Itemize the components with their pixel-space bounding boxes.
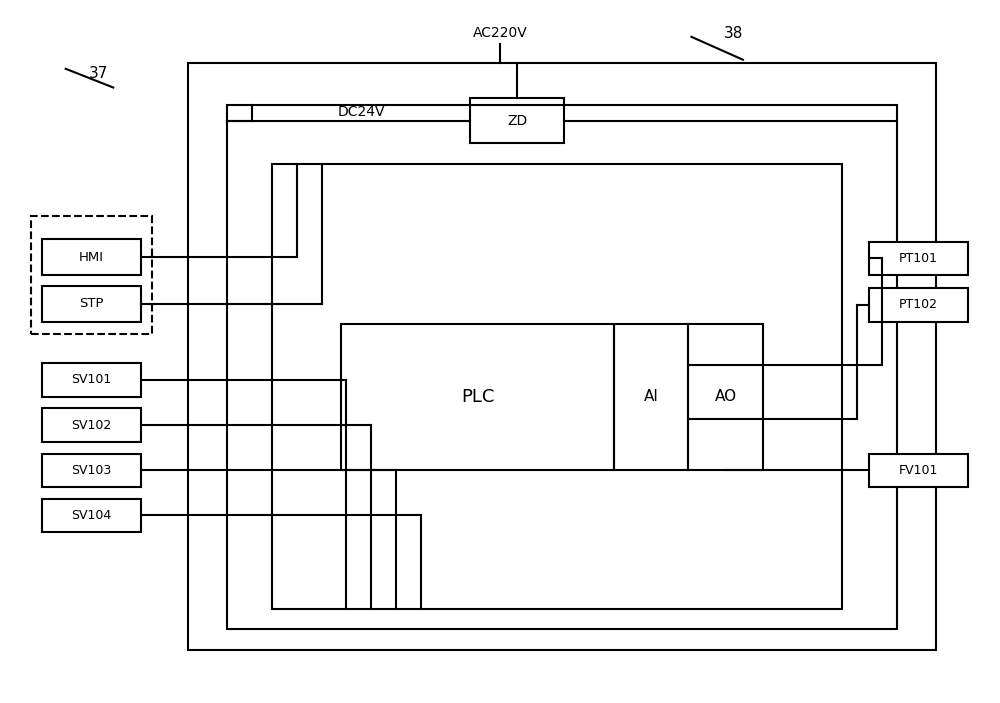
Text: AC220V: AC220V: [473, 26, 527, 40]
FancyBboxPatch shape: [869, 453, 968, 487]
Text: DC24V: DC24V: [337, 105, 385, 119]
FancyBboxPatch shape: [42, 498, 141, 532]
Text: HMI: HMI: [79, 250, 104, 264]
Text: SV102: SV102: [71, 418, 112, 432]
Text: PT101: PT101: [899, 252, 938, 265]
Text: AO: AO: [715, 389, 737, 404]
Text: 37: 37: [89, 66, 108, 81]
Text: ZD: ZD: [507, 113, 527, 127]
Text: PT102: PT102: [899, 299, 938, 311]
FancyBboxPatch shape: [42, 408, 141, 441]
Text: SV103: SV103: [71, 464, 112, 477]
FancyBboxPatch shape: [869, 288, 968, 322]
FancyBboxPatch shape: [42, 453, 141, 487]
FancyBboxPatch shape: [42, 363, 141, 396]
Text: 38: 38: [723, 26, 743, 41]
FancyBboxPatch shape: [42, 285, 141, 322]
Text: SV104: SV104: [71, 509, 112, 522]
Text: FV101: FV101: [899, 464, 938, 477]
Text: PLC: PLC: [461, 387, 494, 406]
Text: STP: STP: [79, 297, 104, 310]
Text: AI: AI: [644, 389, 659, 404]
Text: SV101: SV101: [71, 373, 112, 387]
FancyBboxPatch shape: [869, 242, 968, 275]
FancyBboxPatch shape: [42, 239, 141, 275]
